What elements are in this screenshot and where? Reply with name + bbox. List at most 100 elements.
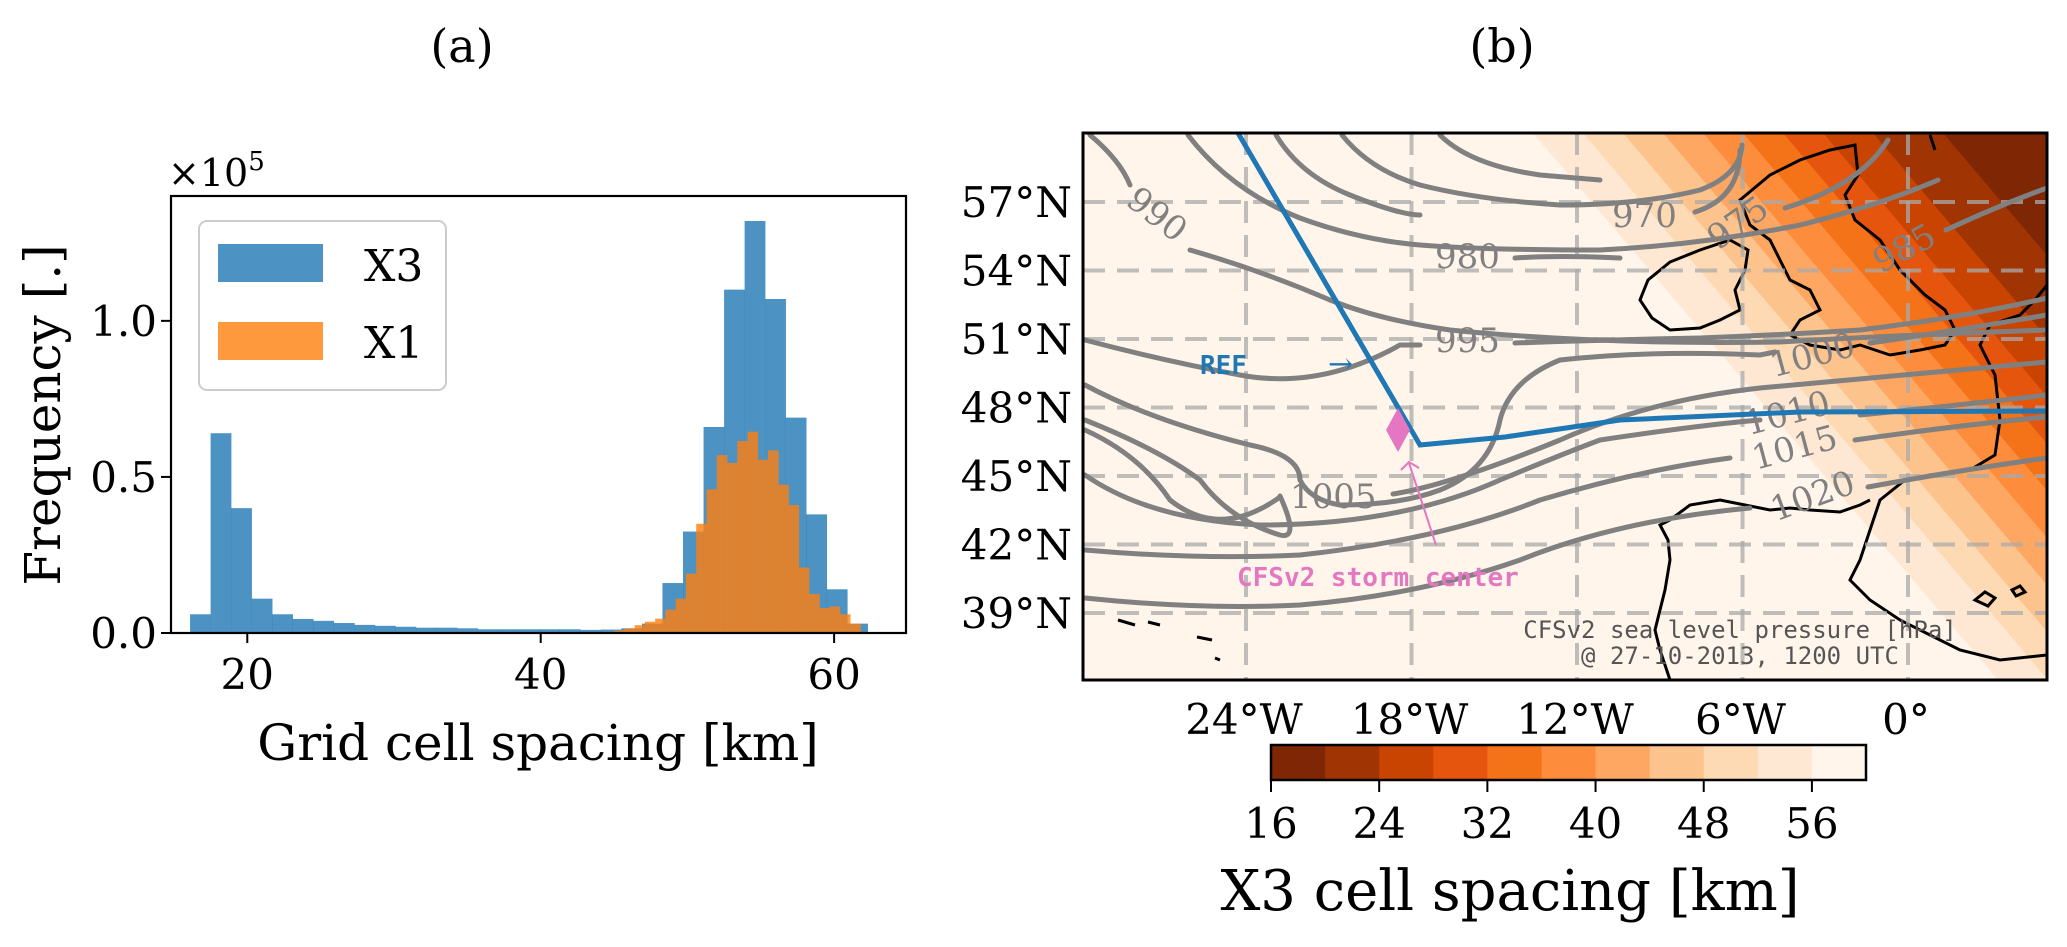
colorbar-bin: [1703, 745, 1759, 780]
x-tick-label: 20: [221, 650, 274, 699]
colorbar-bin: [1541, 745, 1597, 780]
bar-x3: [539, 629, 561, 633]
bar-x3: [374, 625, 396, 633]
contour-985-inner: [1185, 133, 1941, 253]
ref-label: REF: [1200, 351, 1247, 381]
colorbar-tick-label: 16: [1244, 799, 1297, 848]
bar-x3: [210, 433, 232, 633]
storm-center-label: CFSv2 storm center: [1237, 563, 1519, 593]
contour-label-1005: 1005: [1290, 477, 1377, 517]
colorbar-tick-label: 32: [1461, 799, 1514, 848]
colorbar-bin: [1379, 745, 1434, 780]
y-multiplier-label: ×105: [168, 147, 265, 195]
bar-x3: [190, 614, 211, 633]
colorbar-bin: [1649, 745, 1705, 780]
contour-970: [1437, 133, 1603, 183]
lon-tick-label: 12°W: [1516, 695, 1634, 744]
colorbar: 16 24 32 40 48 56 X3 cell spacing [km]: [1220, 743, 1868, 924]
bar-x1: [675, 598, 687, 633]
bar-x1: [665, 609, 676, 633]
bar-x1: [757, 459, 769, 633]
pressure-contours: [1083, 133, 2047, 609]
bar-x3: [559, 629, 581, 633]
colorbar-bin: [1487, 745, 1542, 780]
bar-x1: [727, 462, 738, 633]
colorbar-tick-label: 24: [1352, 799, 1405, 848]
legend-a: X3 X1: [198, 220, 447, 391]
bar-x1: [737, 441, 748, 633]
colorbar-ticks: 16 24 32 40 48 56: [1244, 780, 1839, 848]
contour-1020: [1083, 505, 1753, 609]
contour-975-right: [1782, 137, 1891, 211]
bar-x3: [333, 623, 355, 633]
bar-x1: [655, 618, 666, 633]
bar-x1: [850, 623, 861, 633]
bar-x3: [272, 614, 294, 633]
contour-1010: [1083, 417, 1763, 528]
bar-x1: [798, 567, 810, 633]
bar-x1: [696, 523, 707, 633]
coastline-great-britain: [1738, 143, 1957, 357]
colorbar-bin: [1433, 745, 1488, 780]
contour-990: [1187, 247, 2047, 345]
map: 990 980 995 970 975 985 1000 1005 1010 1…: [1083, 133, 2047, 680]
bar-x3: [231, 508, 252, 633]
lat-tick-labels: 57°N 54°N 51°N 48°N 45°N 42°N 39°N: [961, 178, 1072, 638]
contour-970-right: [1692, 147, 1743, 215]
bar-x3: [313, 620, 335, 633]
colorbar-frame: [1269, 743, 1868, 782]
bar-x3: [416, 627, 437, 633]
lat-tick-label: 39°N: [961, 589, 1072, 638]
map-gridlines: [1083, 133, 2047, 680]
storm-center-marker: [1386, 408, 1410, 452]
bar-x3: [292, 618, 314, 633]
ref-boundary-line: [1235, 133, 2047, 448]
storm-center-arrow-shaft: [1408, 462, 1437, 546]
bar-x3: [251, 598, 273, 633]
bar-x3: [395, 626, 417, 633]
y-multiplier-base: ×10: [168, 151, 248, 195]
coastline-iberia-north: [1653, 498, 1871, 680]
coastline-ireland: [1638, 238, 1750, 332]
contour-1015: [1083, 455, 1733, 560]
x-ticks-a: 20 40 60: [221, 633, 861, 699]
bar-x3: [600, 629, 622, 633]
bar-x3: [354, 624, 376, 633]
bar-x1: [644, 621, 656, 633]
lon-tick-label: 24°W: [1185, 695, 1303, 744]
legend-label-x3: X3: [364, 241, 423, 292]
y-multiplier-exp: 5: [248, 147, 265, 177]
bar-x3: [436, 627, 458, 633]
lon-tick-label: 18°W: [1351, 695, 1469, 744]
plot-a-frame: [169, 194, 908, 635]
lat-tick-label: 54°N: [961, 247, 1072, 296]
bar-x1: [624, 628, 635, 633]
coastline-azores: [1117, 618, 1221, 662]
lat-tick-label: 42°N: [961, 521, 1072, 570]
contour-975: [1339, 133, 1745, 208]
contour-label-995: 995: [1435, 321, 1500, 361]
map-frame: [1081, 131, 2049, 682]
lon-tick-labels: 24°W 18°W 12°W 6°W 0°: [1185, 695, 1930, 744]
colorbar-bin: [1595, 745, 1651, 780]
lat-tick-label: 57°N: [961, 178, 1072, 227]
bar-x1: [788, 505, 800, 633]
colorbar-bin: [1757, 745, 1813, 780]
bar-x1: [706, 489, 718, 633]
bar-x3: [457, 628, 478, 633]
contour-1020-right: [1865, 455, 2047, 490]
x-tick-label: 60: [807, 650, 860, 699]
bar-x1: [634, 625, 646, 633]
colorbar-bin: [1325, 745, 1380, 780]
bar-x3: [518, 629, 540, 633]
contour-980-right: [1512, 254, 1623, 261]
panel-b: (b): [961, 19, 2049, 924]
colorbar-tick-label: 48: [1677, 799, 1730, 848]
bar-x1: [819, 608, 830, 633]
contour-1005: [1083, 359, 2047, 538]
contour-995-right: [1512, 295, 2047, 346]
bar-x1: [685, 573, 697, 633]
y-tick-label: 0.0: [90, 609, 157, 658]
contour-980: [1273, 133, 1423, 218]
